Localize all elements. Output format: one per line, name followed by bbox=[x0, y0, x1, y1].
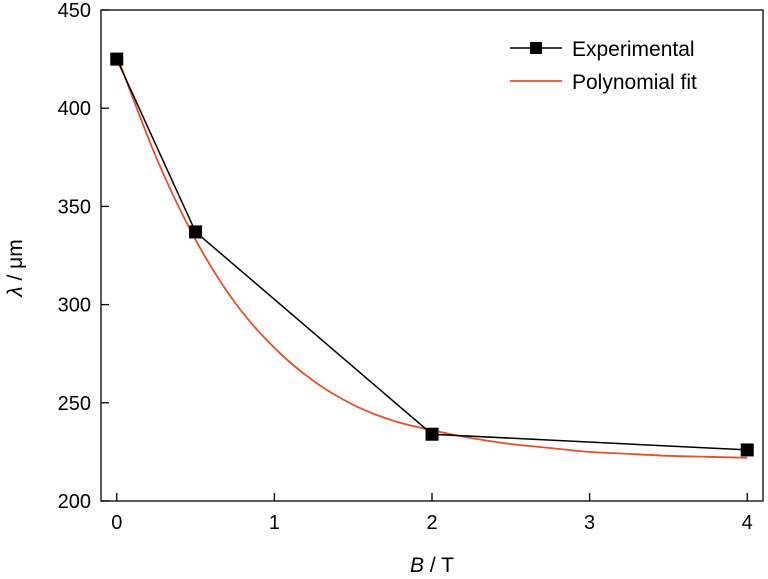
series-layer bbox=[110, 52, 754, 459]
y-tick-label: 350 bbox=[58, 196, 91, 218]
y-tick-label: 300 bbox=[58, 295, 91, 317]
y-axis-ticks: 200 250 300 350 400 450 bbox=[58, 0, 109, 513]
x-tick-label: 2 bbox=[426, 512, 437, 534]
x-tick-label: 0 bbox=[111, 512, 122, 534]
series-experimental-point bbox=[740, 443, 754, 457]
y-tick-label: 450 bbox=[58, 0, 91, 22]
x-axis-ticks: 0 1 2 3 4 bbox=[111, 493, 753, 534]
series-experimental-point bbox=[425, 427, 439, 441]
legend: Experimental Polynomial fit bbox=[510, 38, 697, 94]
y-tick-label: 200 bbox=[58, 491, 91, 513]
x-axis-title-unit: / T bbox=[424, 554, 454, 577]
y-tick-label: 400 bbox=[58, 98, 91, 120]
legend-experimental-label: Experimental bbox=[572, 38, 695, 61]
y-axis-title: λ / μm bbox=[4, 239, 27, 297]
x-axis-title-variable: B bbox=[410, 554, 424, 577]
x-tick-label: 3 bbox=[584, 512, 595, 534]
y-tick-label: 250 bbox=[58, 393, 91, 415]
series-polynomial-fit-line bbox=[115, 54, 748, 459]
legend-fit-label: Polynomial fit bbox=[572, 71, 697, 94]
series-experimental-line bbox=[116, 58, 748, 451]
series-experimental-point bbox=[189, 225, 203, 239]
series-experimental-point bbox=[110, 52, 124, 66]
x-tick-label: 1 bbox=[269, 512, 280, 534]
x-tick-label: 4 bbox=[742, 512, 753, 534]
x-axis-title: B / T bbox=[410, 554, 454, 577]
y-axis-title-unit: / μm bbox=[4, 239, 27, 286]
y-axis-title-variable: λ bbox=[4, 286, 27, 297]
legend-experimental-marker bbox=[530, 42, 542, 54]
